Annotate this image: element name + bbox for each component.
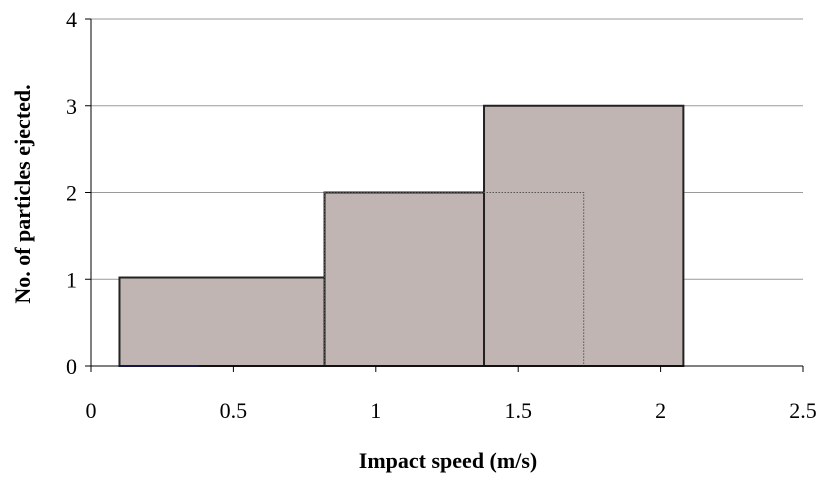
y-axis-label: No. of particles ejected. bbox=[10, 84, 35, 303]
x-tick-label-1: 0.5 bbox=[220, 398, 248, 423]
y-tick-label-2: 2 bbox=[66, 181, 77, 206]
x-tick-label-4: 2 bbox=[655, 398, 666, 423]
x-tick-label-5: 2.5 bbox=[789, 398, 817, 423]
bar-1 bbox=[323, 191, 486, 367]
y-tick-label-3: 3 bbox=[66, 94, 77, 119]
x-tick-label-3: 1.5 bbox=[504, 398, 532, 423]
tick-labels: 0 1 2 3 4 0 0.5 1 1.5 2 2.5 bbox=[66, 7, 817, 423]
y-tick-label-4: 4 bbox=[66, 7, 77, 32]
y-tick-label-0: 0 bbox=[66, 354, 77, 379]
bars bbox=[118, 104, 685, 368]
x-tick-label-0: 0 bbox=[86, 398, 97, 423]
x-axis-label: Impact speed (m/s) bbox=[359, 448, 537, 473]
x-tick-label-2: 1 bbox=[370, 398, 381, 423]
y-tick-label-1: 1 bbox=[66, 267, 77, 292]
axes bbox=[85, 18, 804, 372]
